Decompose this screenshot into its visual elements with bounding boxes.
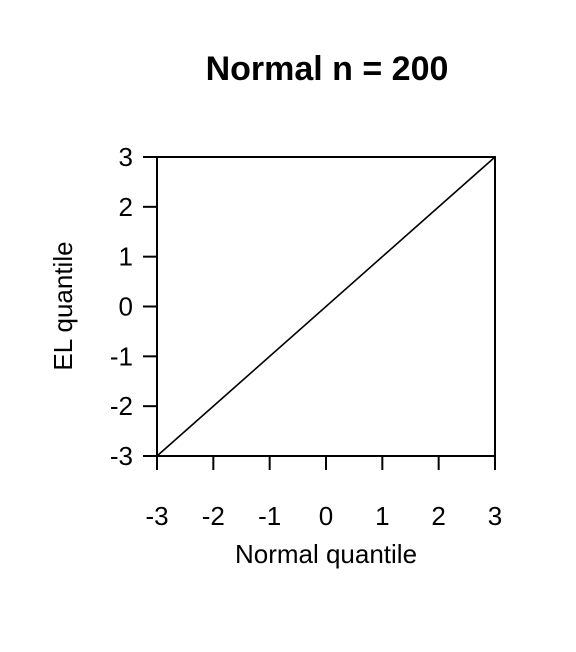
y-tick-label: 3 [119,142,133,172]
y-tick-label: -1 [110,341,133,371]
x-tick-label: 1 [375,501,389,531]
x-tick-label: -1 [258,501,281,531]
series-group [156,156,496,457]
x-tick-label: 0 [319,501,333,531]
x-axis-title: Normal quantile [235,539,417,569]
x-axis: -3 -2 -1 0 1 2 3 [145,456,502,531]
chart-title: Normal n = 200 [206,50,449,88]
y-axis: -3 -2 -1 0 1 2 3 [110,142,157,471]
x-tick-label: -2 [202,501,225,531]
x-tick-label: 2 [431,501,445,531]
y-tick-label: 2 [119,192,133,222]
y-tick-label: -2 [110,391,133,421]
y-axis-title: EL quantile [48,241,78,370]
series-line [156,156,496,457]
y-tick-label: 0 [119,292,133,322]
x-tick-label: -3 [145,501,168,531]
x-tick-label: 3 [488,501,502,531]
y-tick-label: 1 [119,242,133,272]
y-tick-label: -3 [110,441,133,471]
